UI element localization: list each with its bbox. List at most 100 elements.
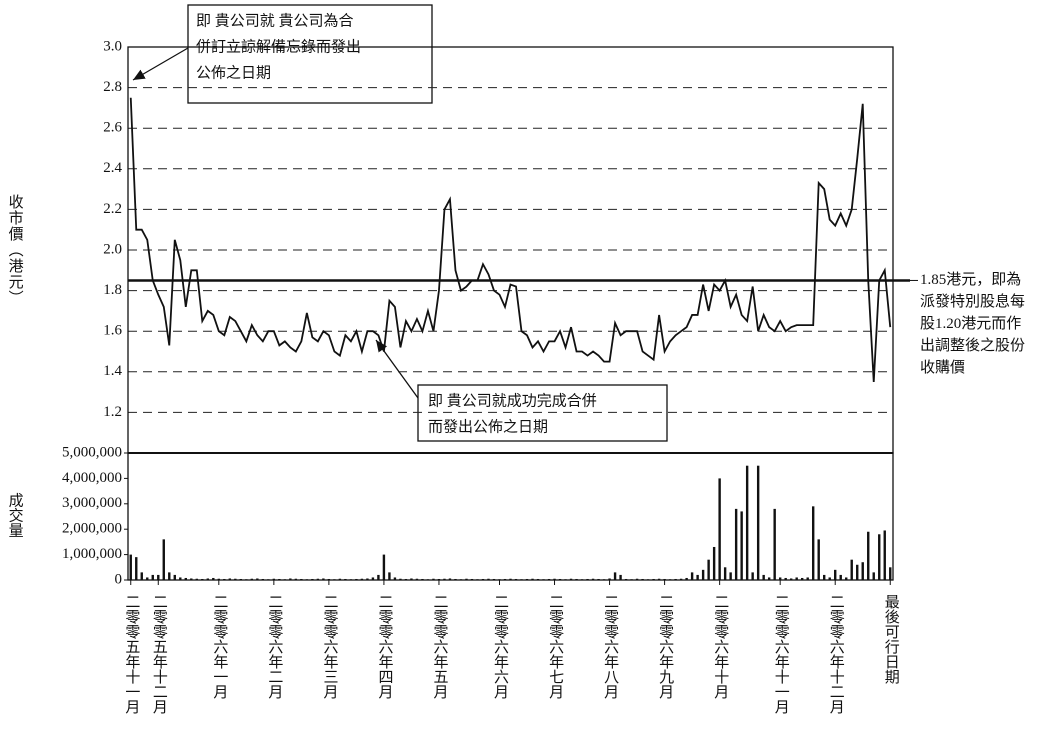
- volume-bar: [602, 579, 606, 580]
- volume-bar: [784, 577, 787, 580]
- volume-bar: [250, 578, 254, 580]
- y-tick-label: 2.8: [103, 79, 122, 95]
- volume-bar: [823, 574, 826, 580]
- volume-bar: [327, 578, 331, 580]
- volume-bar: [872, 572, 875, 580]
- volume-bar: [580, 579, 584, 580]
- volume-bar: [685, 577, 688, 580]
- volume-bar: [729, 572, 732, 580]
- volume-bar: [415, 578, 419, 580]
- volume-bar: [778, 577, 782, 580]
- volume-bar: [745, 465, 749, 580]
- volume-bar: [437, 578, 441, 580]
- volume-bar: [459, 579, 463, 580]
- y2-tick-label: 5,000,000: [62, 444, 122, 460]
- volume-bar: [861, 562, 864, 580]
- x-tick-label: 二零零六年十二月: [828, 594, 845, 715]
- volume-bar: [696, 574, 699, 580]
- volume-bar: [542, 579, 545, 580]
- volume-bar: [179, 577, 182, 580]
- x-tick-label: 二零零六年七月: [547, 594, 564, 700]
- volume-bar: [657, 578, 661, 580]
- y-tick-label: 1.2: [103, 404, 122, 420]
- volume-bar: [151, 574, 154, 580]
- volume-bar: [514, 578, 518, 580]
- volume-bar: [300, 578, 303, 580]
- volume-bar: [509, 578, 512, 580]
- volume-bar: [168, 572, 171, 580]
- volume-bar: [393, 577, 397, 580]
- volume-bar: [190, 578, 193, 580]
- volume-bar: [883, 530, 886, 580]
- volume-bar: [767, 577, 771, 580]
- volume-bar: [239, 578, 243, 580]
- volume-bar: [498, 579, 501, 580]
- volume-bar: [795, 577, 798, 580]
- y2-tick-label: 0: [115, 571, 123, 587]
- y-tick-label: 2.6: [103, 120, 122, 136]
- volume-bar: [355, 578, 358, 580]
- reference-label: 派發特別股息每: [920, 293, 1025, 310]
- volume-bar: [217, 578, 221, 580]
- annotation-text: 併訂立諒解備忘錄而發出: [196, 37, 361, 55]
- y-tick-label: 3.0: [103, 38, 122, 54]
- x-tick-label: 二零零六年三月: [321, 594, 338, 700]
- volume-bar: [388, 572, 391, 580]
- volume-bar: [212, 577, 215, 580]
- volume-bar: [547, 578, 551, 580]
- volume-bar: [839, 574, 842, 580]
- volume-bar: [432, 578, 435, 580]
- volume-bar: [503, 578, 507, 580]
- volume-bar: [316, 578, 320, 580]
- volume-bar: [366, 578, 369, 580]
- x-tick-label: 二零零六年四月: [376, 594, 393, 700]
- reference-label: 收購價: [920, 359, 965, 376]
- annotation-box: [187, 4, 433, 104]
- volume-bar: [597, 578, 600, 580]
- volume-bar: [454, 578, 457, 580]
- volume-bar: [624, 578, 628, 580]
- volume-bar: [867, 531, 870, 580]
- volume-bar: [834, 569, 837, 580]
- volume-bar: [360, 578, 364, 580]
- volume-bar: [878, 534, 881, 580]
- volume-bar: [184, 577, 187, 580]
- annotation-text: 即 貴公司就 貴公司為合: [196, 12, 354, 29]
- volume-bar: [520, 579, 523, 580]
- y-tick-label: 2.4: [103, 160, 122, 176]
- y-axis-title: 收市價（港元）: [7, 194, 24, 306]
- x-tick-label: 二零零五年十二月: [151, 594, 168, 715]
- volume-bar: [140, 572, 143, 580]
- volume-bar: [135, 557, 138, 580]
- volume-bar: [311, 578, 314, 580]
- volume-bar: [206, 578, 210, 580]
- y-tick-label: 1.4: [103, 363, 122, 379]
- volume-bar: [553, 578, 556, 580]
- y-tick-label: 1.6: [103, 323, 122, 339]
- volume-bar: [674, 578, 677, 580]
- volume-bar: [712, 546, 716, 580]
- volume-bar: [201, 578, 204, 580]
- annotation-arrow: [132, 47, 189, 81]
- volume-bar: [256, 578, 259, 580]
- volume-bar: [195, 578, 198, 580]
- volume-bar: [575, 578, 578, 580]
- volume-bar: [333, 579, 336, 580]
- volume-bar: [646, 579, 650, 580]
- volume-bar: [173, 574, 176, 580]
- volume-bar: [773, 508, 776, 580]
- volume-bar: [305, 579, 309, 580]
- volume-bar: [762, 574, 765, 580]
- volume-bar: [377, 574, 380, 580]
- volume-bar: [349, 579, 353, 580]
- annotation-text: 公佈之日期: [196, 64, 271, 81]
- volume-bar: [536, 578, 540, 580]
- reference-label: 出調整後之股份: [920, 337, 1025, 354]
- volume-bar: [718, 478, 721, 580]
- y-tick-label: 1.8: [103, 282, 122, 298]
- volume-bar: [531, 578, 534, 580]
- volume-bar: [811, 506, 815, 580]
- volume-bar: [322, 578, 325, 580]
- volume-bar: [619, 574, 622, 580]
- x-tick-label: 二零零六年一月: [211, 594, 228, 700]
